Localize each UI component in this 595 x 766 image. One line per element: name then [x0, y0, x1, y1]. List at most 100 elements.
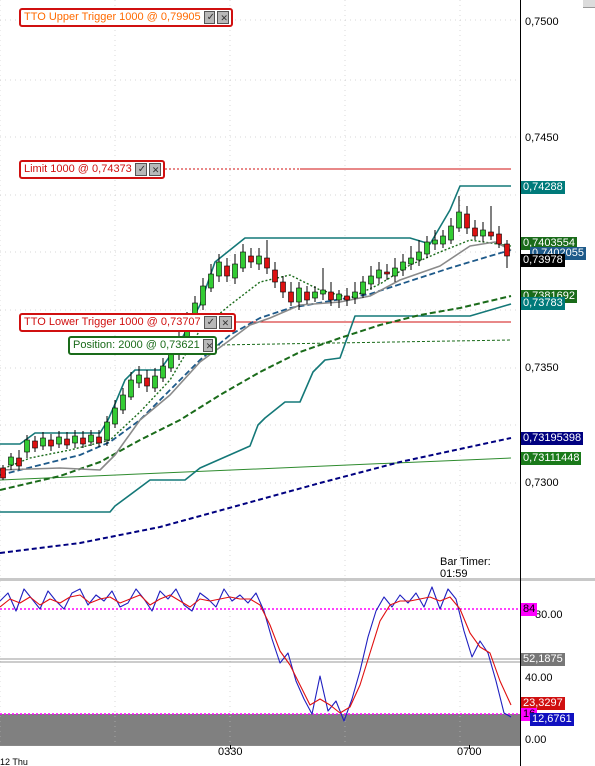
stoch-k-line: [0, 586, 512, 722]
bear-candle: [288, 291, 294, 303]
bear-candle: [328, 291, 334, 301]
price-tick: 0,7450: [525, 132, 559, 144]
bear-candle: [472, 227, 478, 237]
close-icon[interactable]: [217, 10, 229, 27]
bull-candle: [56, 436, 62, 445]
close-icon[interactable]: [148, 162, 161, 179]
bull-candle: [8, 456, 14, 466]
bull-candle: [320, 289, 326, 295]
position-line: [216, 339, 512, 346]
bull-candle: [416, 251, 422, 261]
close-icon[interactable]: [218, 315, 232, 332]
bull-candle: [400, 261, 406, 271]
time-label: 0330: [218, 746, 243, 758]
bull-candle: [216, 261, 222, 277]
bull-candle: [136, 374, 142, 384]
price-axis-divider: [520, 0, 521, 766]
time-tick-mark: [469, 745, 470, 749]
osc-tag-mid-value: 52,1875: [521, 653, 565, 666]
bull-candle: [72, 435, 78, 444]
bear-candle: [48, 439, 54, 447]
time-axis-line: [0, 745, 520, 746]
osc-tick: 80.00: [535, 609, 563, 621]
bull-candle: [352, 291, 358, 299]
limit-order-tag[interactable]: Limit 1000 @ 0,74373: [19, 160, 165, 179]
bear-candle: [144, 377, 150, 387]
bear-candle: [32, 440, 38, 449]
lower-trigger-label: TTO Lower Trigger 1000 @ 0,73707: [24, 316, 201, 328]
stochastic-panel[interactable]: [0, 581, 520, 745]
bull-candle: [208, 273, 214, 289]
limit-order-label: Limit 1000 @ 0,74373: [24, 163, 132, 175]
bull-candle: [392, 267, 398, 277]
band-line: [0, 241, 512, 471]
bull-candle: [112, 407, 118, 425]
bull-candle: [128, 379, 134, 398]
bull-candle: [40, 437, 46, 447]
price-tag-trend-line: 0,73111448: [521, 452, 582, 465]
bull-candle: [240, 251, 246, 269]
bear-candle: [464, 213, 470, 229]
bear-candle: [280, 281, 286, 293]
bull-candle: [24, 439, 30, 453]
upper-trigger-label: TTO Upper Trigger 1000 @ 0,79905: [24, 11, 201, 23]
sma-long-line: [0, 437, 512, 554]
bull-candle: [456, 211, 462, 229]
stoch-d-line: [0, 594, 512, 714]
oversold-zone: [0, 714, 520, 745]
bear-candle: [224, 265, 230, 277]
bull-candle: [296, 287, 302, 303]
donchian-lower-line: [0, 303, 512, 513]
time-label: 0700: [457, 746, 482, 758]
bull-candle: [88, 434, 94, 443]
bull-candle: [336, 293, 342, 301]
position-tag[interactable]: Position: 2000 @ 0,73621: [68, 336, 217, 355]
bull-candle: [440, 235, 446, 245]
osc-tick: 0.00: [525, 734, 547, 746]
upper-trigger-order-tag[interactable]: TTO Upper Trigger 1000 @ 0,79905: [19, 8, 233, 27]
ema-fast-line: [0, 239, 512, 471]
price-tag-donchian-upper: 0,74288: [521, 181, 565, 194]
panel-splitter[interactable]: [0, 578, 595, 581]
price-chart-canvas[interactable]: [0, 0, 520, 578]
date-label: 12 Thu: [0, 758, 28, 766]
confirm-icon[interactable]: [203, 9, 216, 26]
bear-candle: [264, 257, 270, 269]
ema-slow-line: [0, 295, 512, 491]
bear-candle: [80, 437, 86, 445]
ema-mid-line: [0, 249, 512, 476]
bull-candle: [120, 394, 126, 411]
price-tag-donchian-lower: 0,73783: [521, 297, 565, 310]
osc-tag-upper-level: 84: [521, 603, 538, 616]
time-tick-mark: [230, 745, 231, 749]
osc-tick: 40.00: [525, 672, 553, 684]
scroll-corner[interactable]: [583, 0, 595, 8]
bull-candle: [232, 263, 238, 279]
bull-candle: [312, 291, 318, 299]
bear-candle: [248, 255, 254, 263]
lower-trigger-order-tag[interactable]: TTO Lower Trigger 1000 @ 0,73707: [19, 313, 236, 332]
bear-candle: [496, 233, 502, 245]
bull-candle: [256, 255, 262, 265]
bar-timer: Bar Timer: 01:59: [440, 556, 491, 578]
bear-candle: [384, 271, 390, 275]
bear-candle: [0, 467, 6, 479]
bull-candle: [432, 239, 438, 245]
bull-candle: [376, 269, 382, 279]
confirm-icon[interactable]: [203, 314, 217, 331]
bull-candle: [104, 421, 110, 441]
bear-candle: [96, 436, 102, 444]
bull-candle: [368, 275, 374, 285]
price-chart-panel[interactable]: TTO Upper Trigger 1000 @ 0,79905 Limit 1…: [0, 0, 520, 578]
price-tick: 0,7300: [525, 477, 559, 489]
bear-candle: [344, 295, 350, 301]
confirm-icon[interactable]: [134, 161, 147, 178]
bull-candle: [160, 365, 166, 379]
osc-tag-stoch-k: 12,6761: [530, 713, 574, 726]
stochastic-canvas[interactable]: [0, 581, 520, 745]
bear-candle: [504, 243, 510, 257]
price-tag-last-price: 0,73978: [521, 254, 565, 267]
price-tag-ema-fast: 0,7403554: [521, 237, 577, 250]
osc-tag-stoch-d: 23,3297: [521, 697, 565, 710]
close-icon[interactable]: [202, 338, 214, 355]
